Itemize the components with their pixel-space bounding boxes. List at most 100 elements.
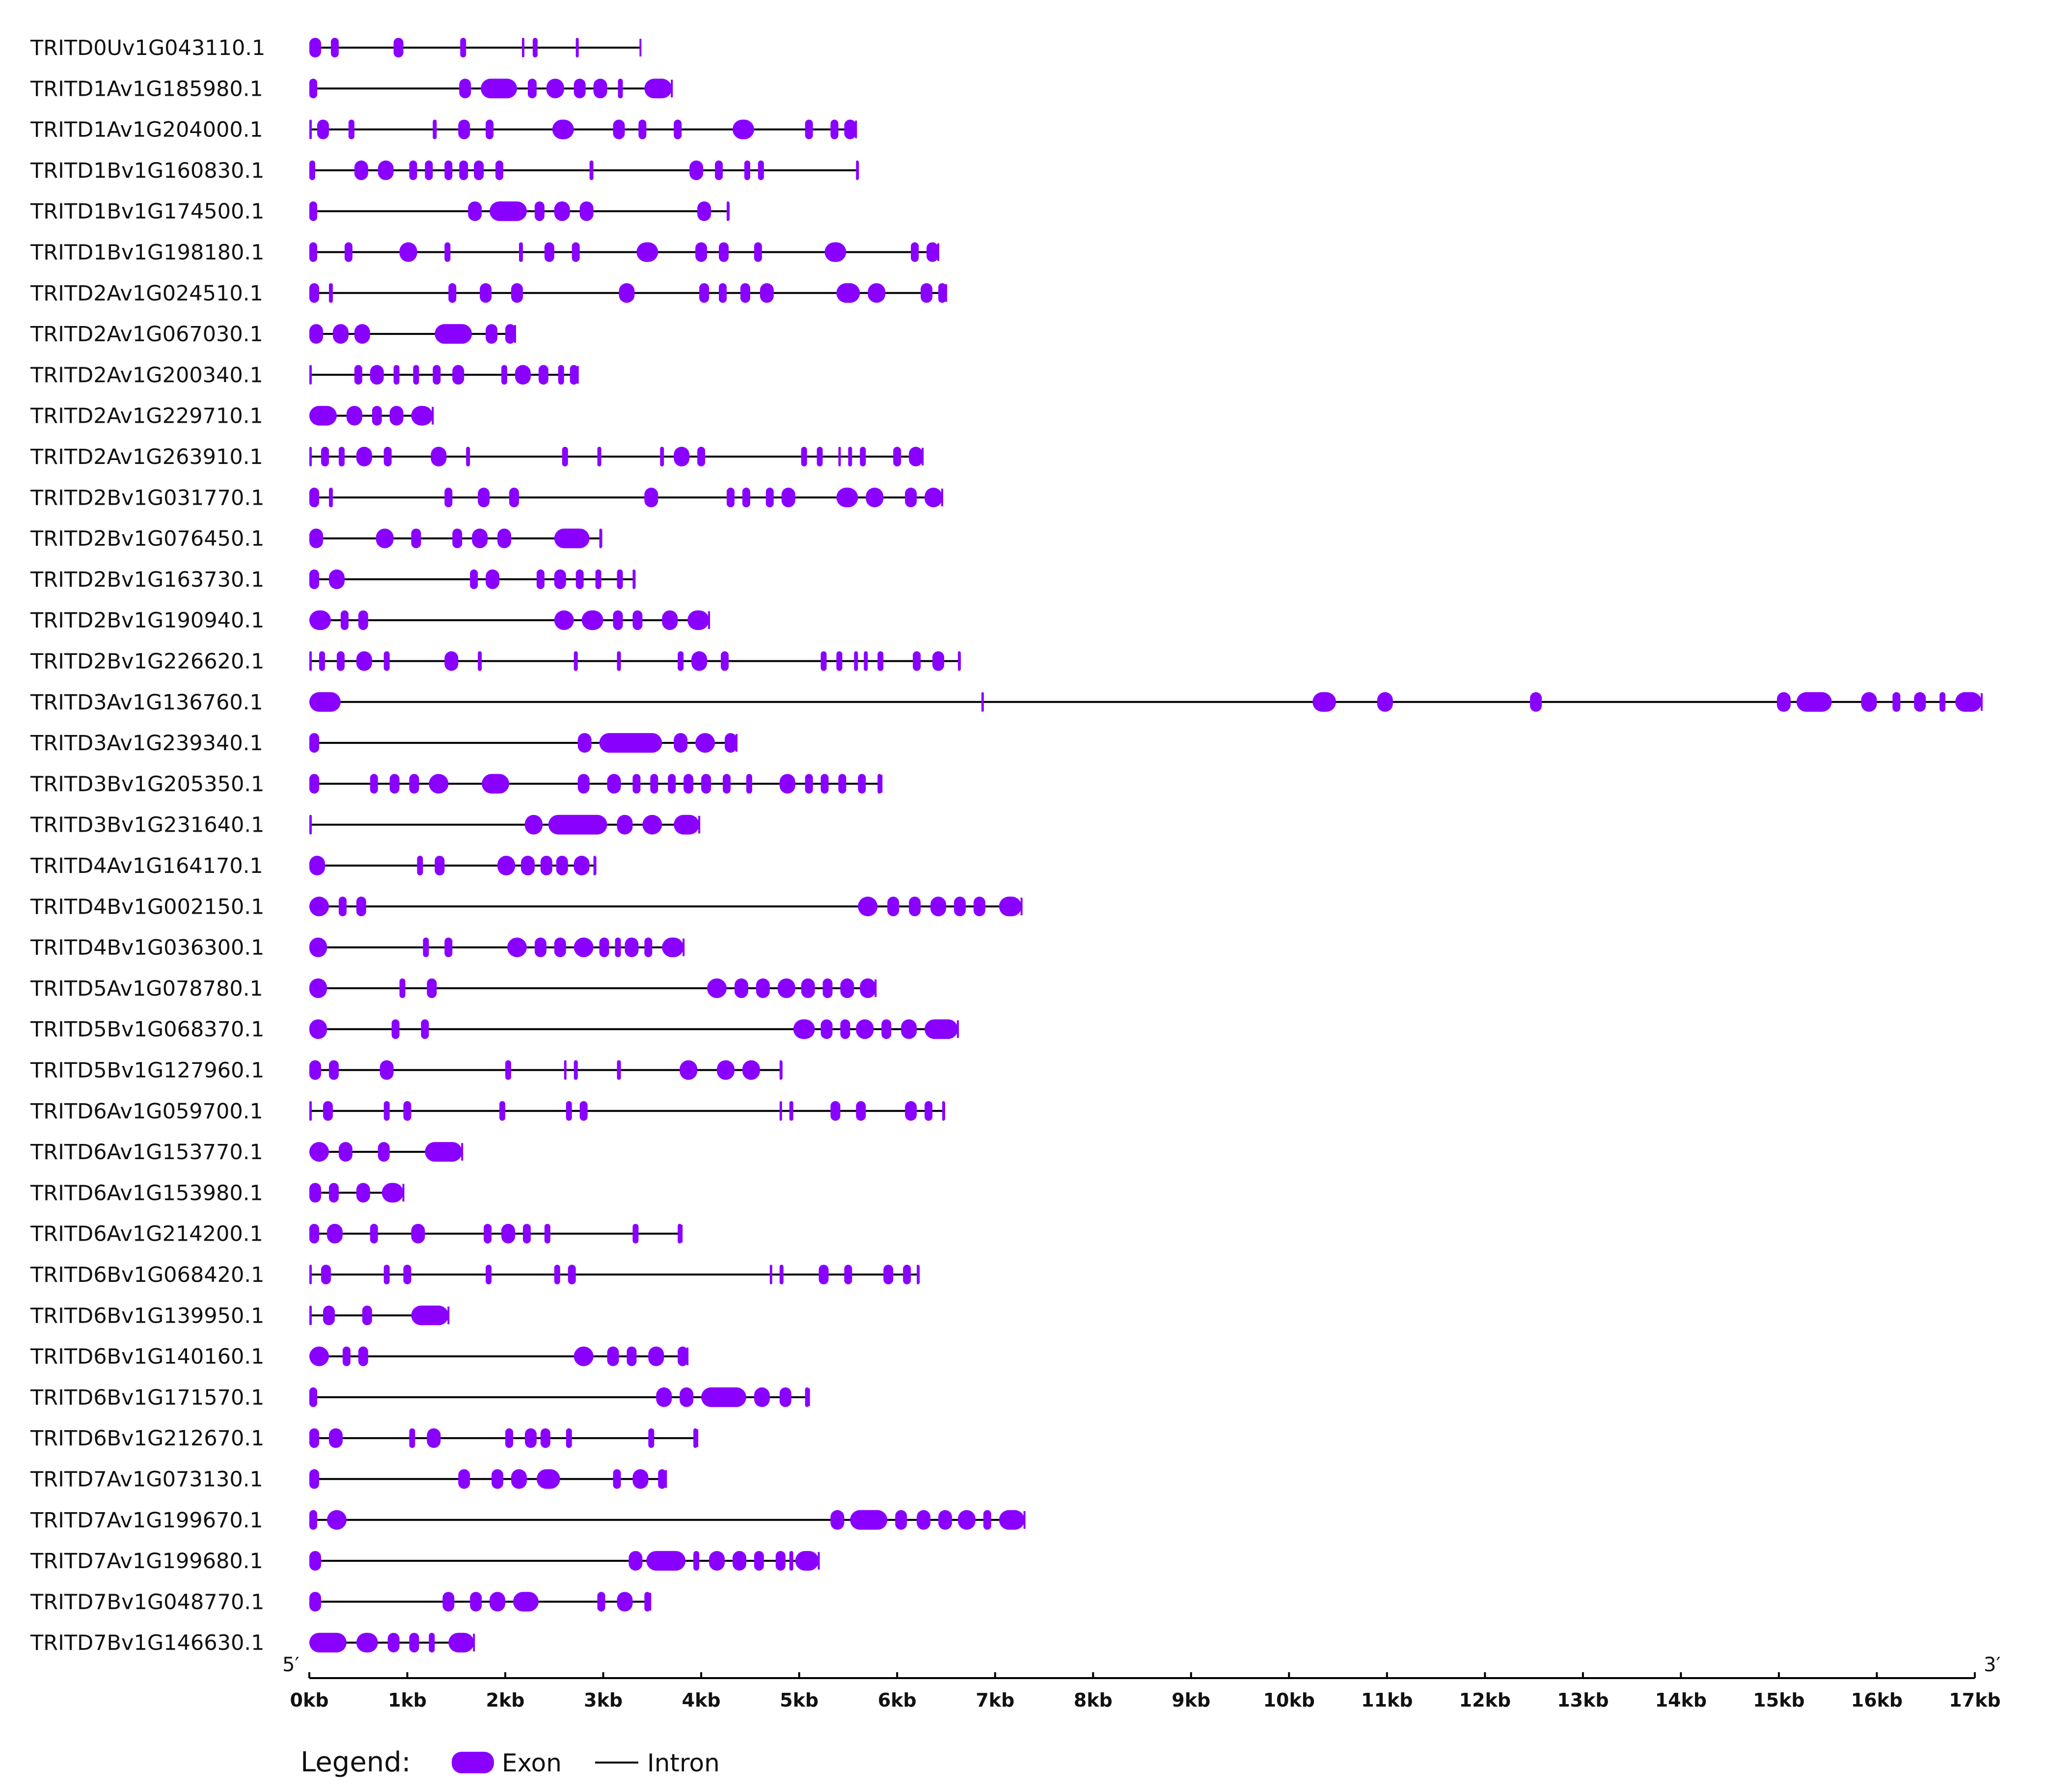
gene-label: TRITD2Av1G024510.1 <box>30 281 263 306</box>
exon-box <box>999 1510 1025 1530</box>
exon-box <box>435 856 445 875</box>
exon-box <box>507 937 527 957</box>
exon-box <box>734 978 748 998</box>
exon-box <box>680 1387 694 1407</box>
exon-box <box>1939 692 1946 712</box>
exon-box <box>356 1183 370 1203</box>
exon-box <box>328 1428 343 1448</box>
exon-box <box>330 38 339 57</box>
gene-label: TRITD6Bv1G171570.1 <box>30 1385 264 1410</box>
exon-box <box>338 1142 353 1162</box>
exon-box <box>520 856 535 875</box>
exon-box <box>697 447 706 466</box>
exon-box <box>460 38 466 57</box>
exon-box <box>425 160 433 180</box>
exon-box <box>427 978 437 998</box>
exon-box <box>836 651 843 671</box>
exon-box <box>328 488 333 508</box>
exon-box <box>573 1346 594 1366</box>
exon-box <box>554 569 566 589</box>
exon-box <box>699 283 709 303</box>
exon-box <box>701 774 711 794</box>
exon-box <box>573 937 594 957</box>
exon-box <box>579 201 594 221</box>
exon-box <box>683 774 694 794</box>
exon-box <box>593 856 596 875</box>
exon-box <box>356 447 372 466</box>
exon-box <box>895 1510 907 1530</box>
gene-label: TRITD4Av1G164170.1 <box>30 854 263 878</box>
exon-box <box>1861 692 1877 712</box>
exon-box <box>472 528 488 548</box>
exon-box <box>917 1510 931 1530</box>
exon-box <box>617 651 621 671</box>
exon-box <box>328 1183 339 1203</box>
exon-box <box>536 1469 560 1489</box>
gene-row: TRITD5Bv1G068370.1 <box>30 1017 959 1042</box>
exon-box <box>840 1019 850 1039</box>
exon-box <box>856 1101 866 1121</box>
x-axis: 5′ 3′ 0kb 1kb 2kb 3kb 4kb 5kb 6kb 7kb 8kb 9kb 10kb… <box>282 1654 2001 1711</box>
exon-box <box>309 610 331 630</box>
exon-box <box>354 324 370 344</box>
exon-box <box>431 447 447 466</box>
exon-box <box>1776 692 1791 712</box>
exon-box <box>658 1469 666 1489</box>
exon-box <box>444 160 453 180</box>
x-tick-label: 8kb <box>1074 1689 1113 1711</box>
exon-box <box>570 365 578 385</box>
exon-box <box>417 856 423 875</box>
exon-box <box>411 406 433 426</box>
exon-box <box>511 1469 527 1489</box>
gene-row: TRITD5Av1G078780.1 <box>30 977 877 1001</box>
exon-box <box>442 1592 455 1612</box>
exon-box <box>709 1551 725 1571</box>
exon-box <box>646 1551 686 1571</box>
exon-box <box>632 1223 639 1244</box>
exon-box <box>795 1551 819 1571</box>
exon-box <box>856 1019 874 1039</box>
exon-box <box>625 937 639 957</box>
exon-box <box>775 1551 786 1571</box>
exon-box <box>518 242 523 262</box>
exon-box <box>719 283 727 303</box>
exon-box <box>309 569 319 589</box>
exon-box <box>707 978 727 998</box>
exon-box <box>534 937 546 957</box>
exon-box <box>877 774 882 794</box>
x-tick-label: 17kb <box>1949 1689 2000 1711</box>
exon-box <box>309 242 317 262</box>
gene-row: TRITD6Bv1G068420.1 <box>30 1263 920 1287</box>
exon-box <box>382 1183 404 1203</box>
gene-label: TRITD6Bv1G212670.1 <box>30 1426 264 1451</box>
exon-box <box>695 242 708 262</box>
exon-box <box>754 1551 764 1571</box>
exon-box <box>678 651 684 671</box>
gene-label: TRITD3Bv1G205350.1 <box>30 772 264 796</box>
exon-box <box>793 1019 815 1039</box>
legend-intron-label: Intron <box>647 1749 720 1777</box>
exon-box <box>668 774 676 794</box>
exon-box <box>319 651 325 671</box>
gene-row: TRITD6Bv1G140160.1 <box>30 1345 689 1369</box>
exon-box <box>617 1592 633 1612</box>
exon-box <box>522 1223 531 1244</box>
x-tick-label: 6kb <box>878 1689 917 1711</box>
exon-box <box>338 447 345 466</box>
exon-box <box>328 283 333 303</box>
gene-row: TRITD3Bv1G205350.1 <box>30 772 883 796</box>
exon-box <box>409 1428 415 1448</box>
gene-label: TRITD7Bv1G048770.1 <box>30 1590 264 1614</box>
gene-label: TRITD7Bv1G146630.1 <box>30 1631 264 1656</box>
x-tick-label: 11kb <box>1361 1689 1413 1711</box>
exon-box <box>411 1223 425 1244</box>
gene-label: TRITD6Av1G153770.1 <box>30 1140 263 1165</box>
exon-box <box>340 610 349 630</box>
exon-box <box>444 651 459 671</box>
exon-box <box>1955 692 1982 712</box>
exon-box <box>309 1346 329 1366</box>
exon-box <box>486 1265 492 1284</box>
gene-row: TRITD6Av1G153770.1 <box>30 1140 464 1165</box>
gene-label: TRITD7Av1G073130.1 <box>30 1467 263 1492</box>
gene-label: TRITD2Bv1G163730.1 <box>30 568 264 592</box>
